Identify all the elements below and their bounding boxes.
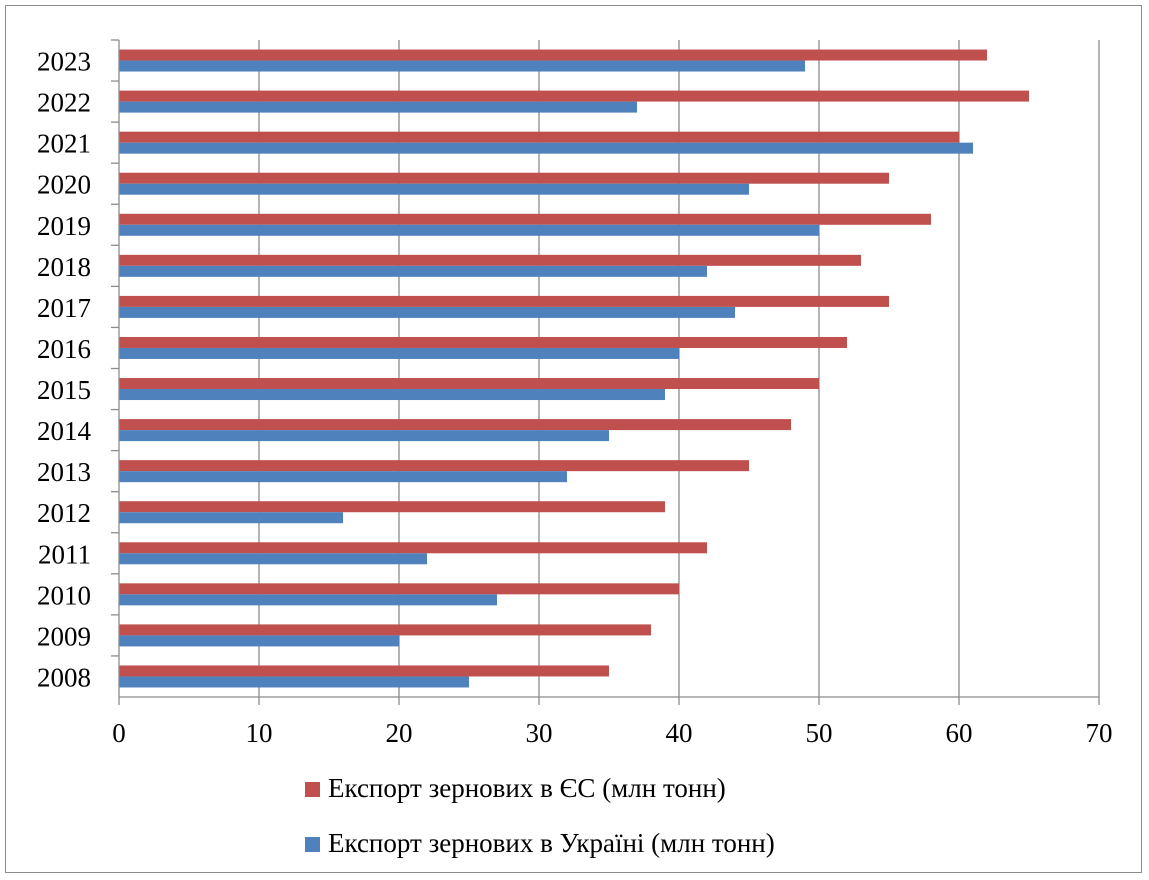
bar-ukraine-2016 [119,347,679,359]
legend-label-eu: Експорт зернових в ЄС (млн тонн) [328,773,726,803]
bar-eu-2017 [119,295,889,307]
y-tick-label: 2020 [37,170,91,200]
bar-ukraine-2013 [119,471,567,483]
bar-eu-2012 [119,501,665,513]
y-tick-label: 2009 [37,621,91,651]
y-tick-labels: 2008 2009 2010 2011 2012 2013 2014 2015 2016 2017… [37,47,92,693]
y-tick-label: 2012 [37,498,91,528]
x-tick-label: 20 [386,718,413,748]
bar-ukraine-2020 [119,183,749,195]
x-tick-label: 60 [946,718,973,748]
y-tick-label: 2016 [37,334,91,364]
bar-ukraine-2021 [119,142,973,154]
bar-eu-2019 [119,213,931,225]
y-tick-label: 2017 [37,293,91,323]
bar-ukraine-2010 [119,594,497,606]
x-tick-label: 30 [526,718,553,748]
bar-ukraine-2008 [119,676,469,688]
x-tick-label: 0 [112,718,126,748]
bar-ukraine-2014 [119,430,609,442]
bar-eu-2014 [119,419,791,431]
y-tick-label: 2023 [37,47,91,77]
y-tick-label: 2021 [37,129,91,159]
bars [119,49,1029,688]
bar-ukraine-2022 [119,101,637,113]
y-tick-label: 2008 [37,662,91,692]
y-tick-label: 2018 [37,252,91,282]
bar-eu-2013 [119,460,749,472]
x-tick-label: 10 [246,718,273,748]
bar-ukraine-2015 [119,389,665,401]
y-tick-label: 2011 [38,539,91,569]
bar-ukraine-2017 [119,306,735,318]
bar-eu-2011 [119,542,707,554]
x-tick-label: 70 [1086,718,1113,748]
y-tick-label: 2010 [37,580,91,610]
y-tick-label: 2013 [37,457,91,487]
bar-ukraine-2023 [119,60,805,72]
bar-eu-2021 [119,131,959,143]
bar-ukraine-2019 [119,224,819,236]
bar-ukraine-2012 [119,512,343,524]
y-tick-label: 2019 [37,211,91,241]
bar-eu-2015 [119,378,819,390]
y-tick-label: 2014 [37,416,92,446]
x-tick-label: 40 [666,718,693,748]
bar-ukraine-2018 [119,265,707,277]
x-tick-label: 50 [806,718,833,748]
y-tick-label: 2015 [37,375,91,405]
bar-eu-2016 [119,336,847,348]
bar-eu-2022 [119,90,1029,102]
bar-eu-2009 [119,624,651,636]
legend: Експорт зернових в ЄС (млн тонн) Експорт … [305,773,775,858]
x-tick-labels: 0 10 20 30 40 50 60 70 [112,718,1112,748]
bar-ukraine-2011 [119,553,427,565]
bar-eu-2018 [119,254,861,266]
bar-ukraine-2009 [119,635,399,647]
bar-eu-2010 [119,583,679,595]
bar-eu-2023 [119,49,987,61]
legend-swatch-ukraine [305,837,320,852]
y-tick-label: 2022 [37,88,91,118]
legend-label-ukraine: Експорт зернових в Україні (млн тонн) [328,828,775,858]
bar-eu-2020 [119,172,889,184]
axes [111,39,1100,705]
bar-eu-2008 [119,665,609,677]
legend-swatch-eu [305,782,320,797]
